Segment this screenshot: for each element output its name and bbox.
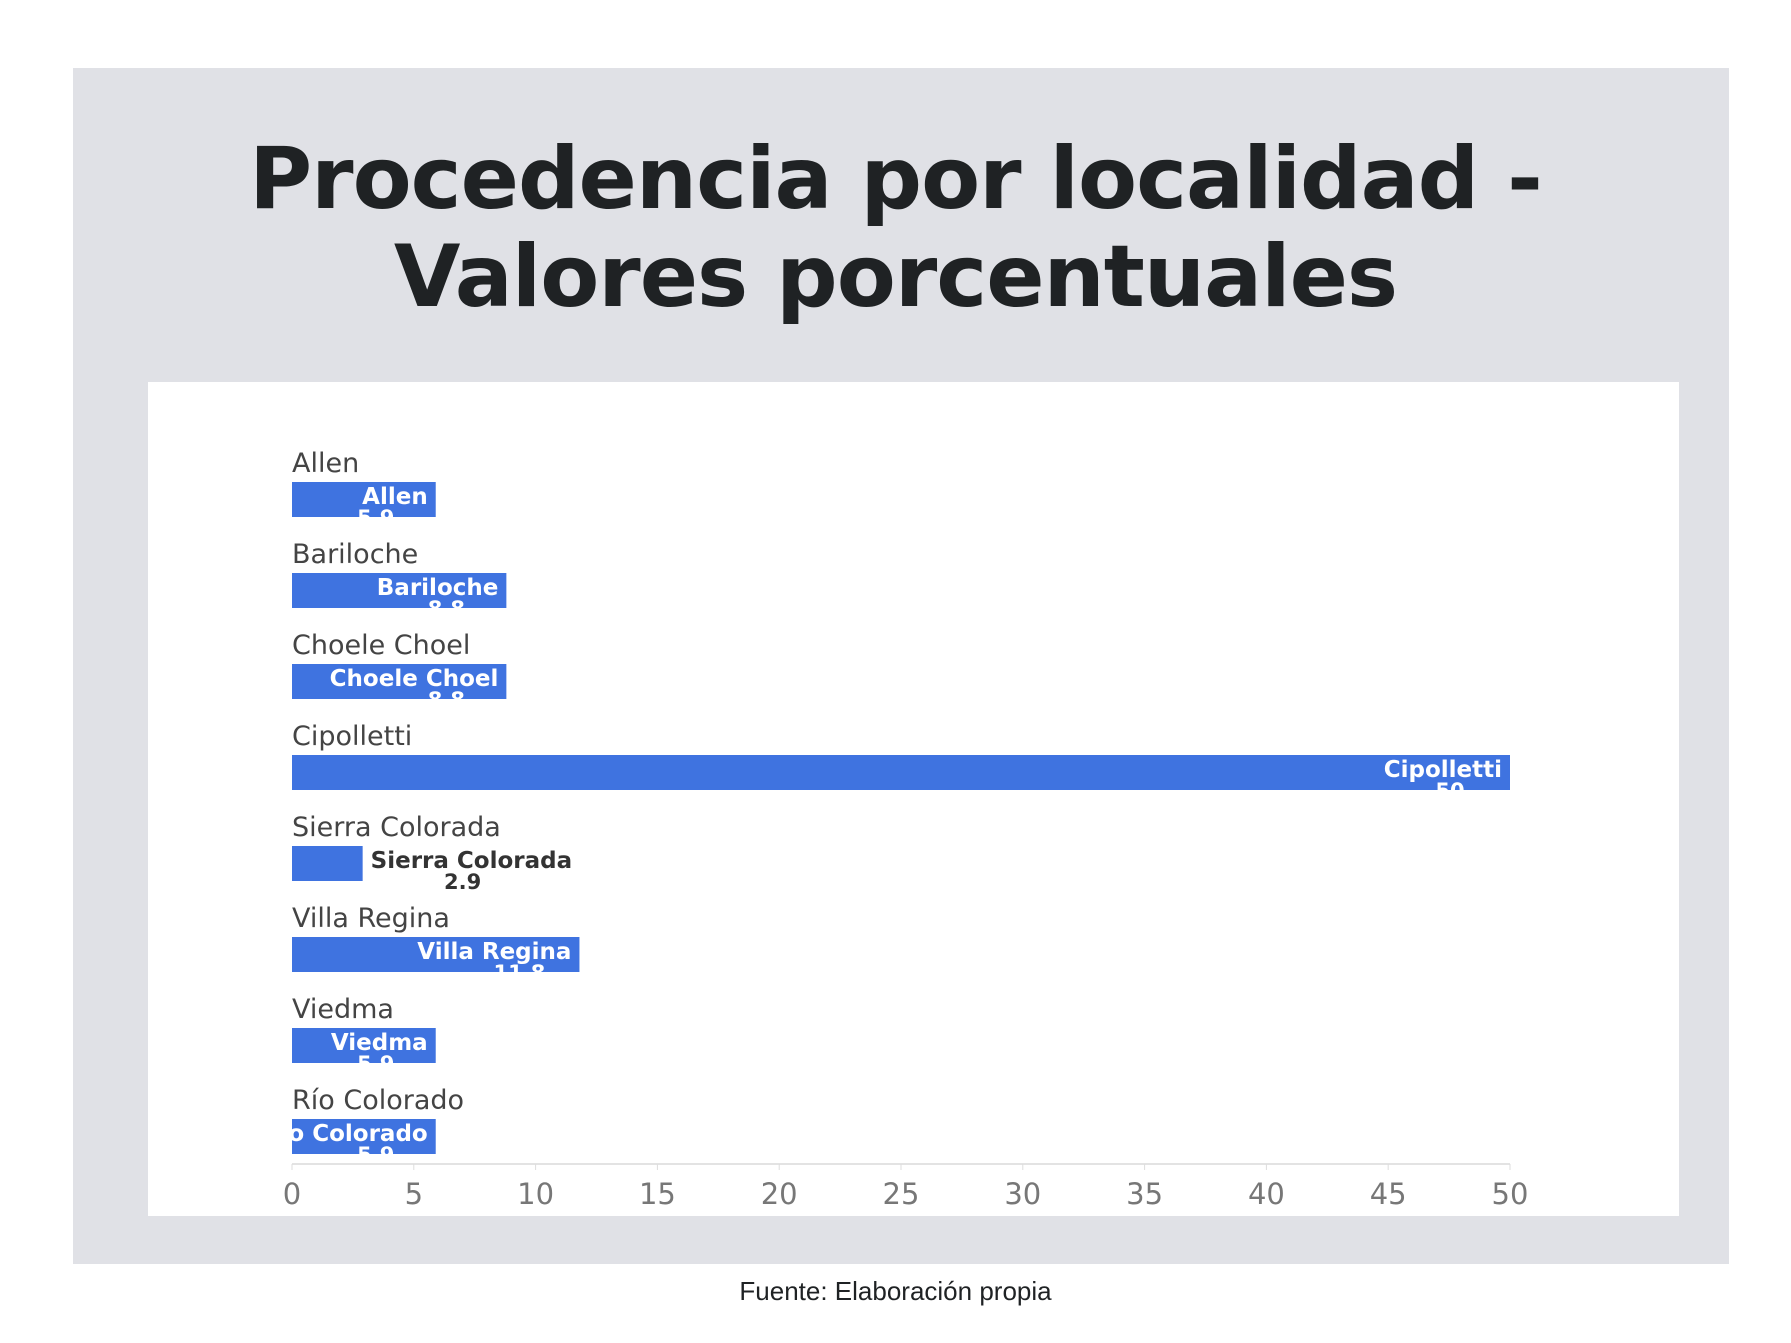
bar-name-label: Choele Choel (330, 666, 499, 692)
x-tick-label: 35 (1126, 1177, 1163, 1211)
x-tick-label: 30 (1004, 1177, 1041, 1211)
chart-title: Procedencia por localidad - Valores porc… (0, 130, 1791, 326)
data-label: 8.8 (428, 597, 465, 621)
x-tick-label: 20 (761, 1177, 798, 1211)
category-label: Río Colorado (292, 1085, 464, 1116)
x-tick-label: 15 (639, 1177, 676, 1211)
category-label: Allen (292, 448, 359, 479)
x-tick-label: 5 (405, 1177, 423, 1211)
category-label: Bariloche (292, 539, 418, 570)
bar (292, 1119, 436, 1154)
bar-name-label: Bariloche (377, 575, 499, 601)
data-label: 8.8 (428, 688, 465, 712)
x-tick-label: 10 (517, 1177, 554, 1211)
bar (292, 664, 507, 699)
category-label: Viedma (292, 994, 394, 1025)
x-tick-label: 50 (1492, 1177, 1529, 1211)
data-label: 11.8 (494, 961, 546, 985)
title-line-1: Procedencia por localidad - (249, 129, 1543, 229)
bar (292, 482, 436, 517)
data-label: 5.9 (357, 506, 394, 530)
data-label: 2.9 (444, 870, 481, 894)
data-label: 50 (1435, 779, 1464, 803)
chart-area: Allen Allen 5.9 Bariloche Bariloche 8.8 Choele… (148, 382, 1679, 1216)
x-tick-label: 0 (283, 1177, 301, 1211)
bar-name-label: Río Colorado (263, 1121, 428, 1147)
bar (292, 846, 363, 881)
bar (292, 573, 507, 608)
source-note: Fuente: Elaboración propia (739, 1276, 1052, 1306)
bar-name-label: Allen (362, 484, 428, 510)
x-tick-label: 25 (883, 1177, 920, 1211)
x-tick-label: 40 (1248, 1177, 1285, 1211)
category-label: Choele Choel (292, 630, 470, 661)
data-label: 5.9 (357, 1052, 394, 1076)
bar-name-label: Villa Regina (417, 939, 571, 965)
bar-name-label: Cipolletti (1384, 757, 1502, 783)
bar-name-label: Viedma (331, 1030, 428, 1056)
bar (292, 937, 580, 972)
title-line-2: Valores porcentuales (393, 227, 1398, 327)
bar-chart: AllenAllen5.9BarilocheBariloche8.8Choele… (263, 448, 1529, 1211)
bar (292, 755, 1510, 790)
x-tick-label: 45 (1370, 1177, 1407, 1211)
bar-name-label: Sierra Colorada (371, 848, 572, 874)
category-label: Villa Regina (292, 903, 450, 934)
category-label: Cipolletti (292, 721, 412, 752)
bar (292, 1028, 436, 1063)
category-label: Sierra Colorada (292, 812, 501, 843)
